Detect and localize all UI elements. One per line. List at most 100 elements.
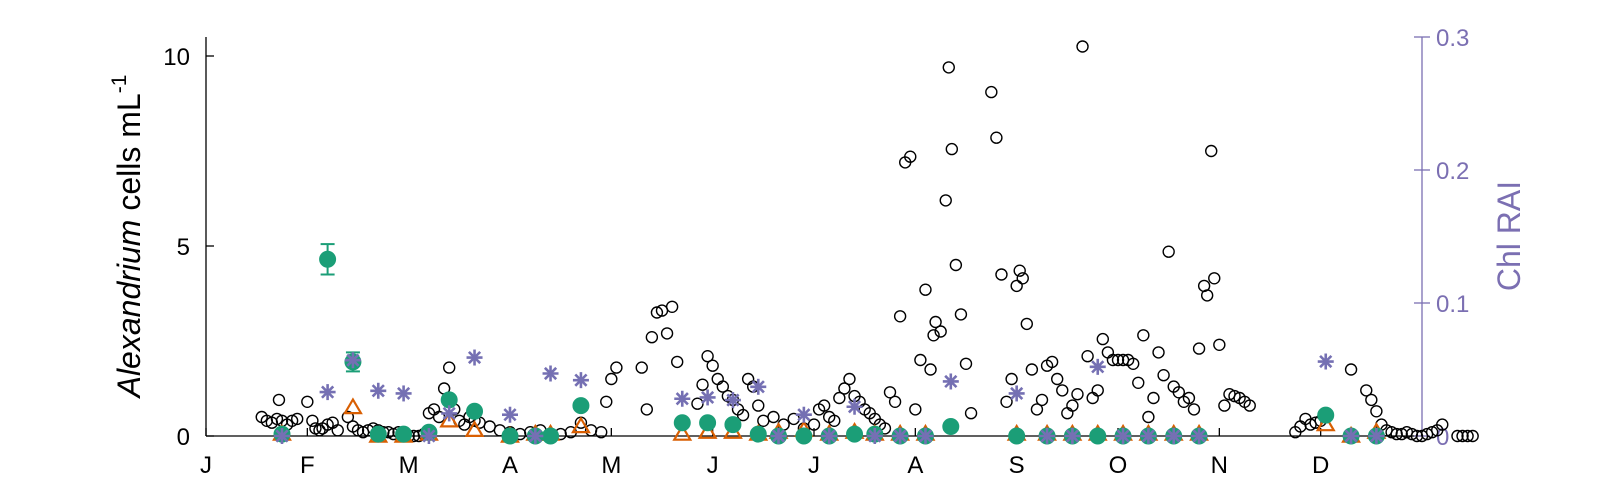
point-filled — [542, 427, 560, 445]
asterisk-stroke — [528, 429, 542, 443]
asterisk-stroke — [467, 350, 482, 365]
point-cells — [1157, 369, 1170, 382]
point-cells — [817, 399, 831, 412]
y-tick-label-left: 0 — [177, 424, 190, 451]
asterisk-stroke — [422, 429, 436, 443]
point-cells — [665, 300, 679, 313]
point-cells — [1076, 40, 1089, 53]
point-cells — [696, 378, 709, 391]
point-cells — [934, 325, 947, 338]
point-asterisk — [1115, 428, 1132, 444]
x-tick-label: N — [1211, 452, 1228, 479]
point-cells — [1162, 245, 1175, 258]
point-asterisk — [1317, 353, 1334, 370]
point-cells — [807, 418, 821, 431]
point-cells — [1213, 338, 1226, 351]
point-cells — [645, 331, 659, 344]
point-asterisk — [1191, 428, 1208, 444]
point-asterisk — [942, 373, 959, 390]
point-asterisk — [395, 385, 412, 402]
point-cells — [995, 268, 1008, 281]
point-cells — [1147, 391, 1160, 405]
data-marks — [255, 40, 1479, 445]
asterisk-stroke — [543, 366, 558, 381]
point-cells — [1132, 376, 1145, 389]
y-tick-label-left: 5 — [177, 234, 190, 261]
point-cells — [1020, 317, 1034, 331]
asterisk-stroke — [1065, 429, 1079, 443]
point-filled — [749, 425, 767, 443]
y-ticks-right: 0 0.1 0.2 0.3 — [1414, 25, 1469, 451]
point-cells — [650, 306, 664, 319]
point-cells — [640, 403, 653, 416]
point-asterisk — [542, 365, 559, 382]
y-axis-label-right: Chl RAI — [1491, 181, 1527, 291]
asterisk-stroke — [701, 390, 715, 405]
point-cells — [331, 424, 344, 437]
asterisk-stroke — [321, 385, 335, 399]
asterisk-stroke — [771, 429, 786, 443]
point-cells — [1005, 372, 1018, 386]
point-cells — [1142, 410, 1155, 424]
asterisk-stroke — [1192, 429, 1206, 443]
point-cells — [1030, 403, 1044, 416]
point-filled — [673, 414, 691, 432]
y-tick-label-left: 10 — [163, 44, 190, 71]
x-tick-label: J — [707, 452, 719, 479]
point-filled — [699, 414, 717, 432]
asterisk-stroke — [1319, 354, 1333, 369]
point-cells — [914, 353, 927, 367]
x-tick-label: A — [502, 452, 518, 479]
point-filled — [724, 416, 742, 434]
point-cells — [291, 412, 304, 426]
asterisk-stroke — [944, 374, 958, 389]
x-tick-label: F — [300, 452, 315, 479]
point-asterisk — [1343, 428, 1360, 444]
point-asterisk — [319, 384, 336, 401]
point-cells — [1101, 346, 1115, 359]
point-cells — [752, 399, 765, 412]
point-triangle — [672, 423, 693, 441]
point-cells — [595, 426, 608, 439]
y-axis-label-sup: -1 — [108, 75, 131, 94]
point-cells — [691, 397, 704, 410]
point-asterisk — [572, 372, 589, 389]
point-cells — [1461, 429, 1474, 443]
point-asterisk — [441, 405, 458, 422]
point-filled — [319, 250, 337, 268]
point-cells — [605, 372, 618, 386]
point-cells — [1056, 384, 1069, 397]
point-asterisk — [770, 428, 787, 444]
point-cells — [711, 372, 724, 386]
asterisk-stroke — [503, 408, 517, 422]
point-cells — [1243, 399, 1256, 412]
point-cells — [270, 412, 284, 426]
point-filled — [395, 425, 413, 443]
point-cells — [1456, 429, 1469, 443]
point-cells — [716, 380, 729, 393]
point-cells — [990, 131, 1003, 144]
point-cells — [942, 61, 955, 74]
asterisk-stroke — [893, 429, 907, 443]
x-tick-label: D — [1312, 452, 1329, 479]
point-filled — [795, 427, 813, 445]
point-cells — [301, 395, 314, 408]
point-cells — [1025, 363, 1039, 376]
point-cells — [1071, 388, 1084, 401]
point-cells — [1081, 350, 1094, 363]
point-asterisk — [1140, 428, 1157, 444]
point-filled — [1089, 427, 1107, 445]
point-asterisk — [502, 406, 518, 423]
point-asterisk — [917, 428, 934, 444]
x-tick-label: J — [808, 452, 820, 479]
point-cells — [828, 414, 841, 427]
point-cells — [904, 150, 917, 163]
point-cells — [843, 372, 856, 386]
point-cells — [838, 382, 851, 395]
point-asterisk — [370, 382, 387, 399]
point-cells — [909, 403, 922, 416]
point-cells — [959, 357, 973, 370]
asterisk-stroke — [574, 373, 588, 387]
point-cells — [1344, 363, 1358, 376]
